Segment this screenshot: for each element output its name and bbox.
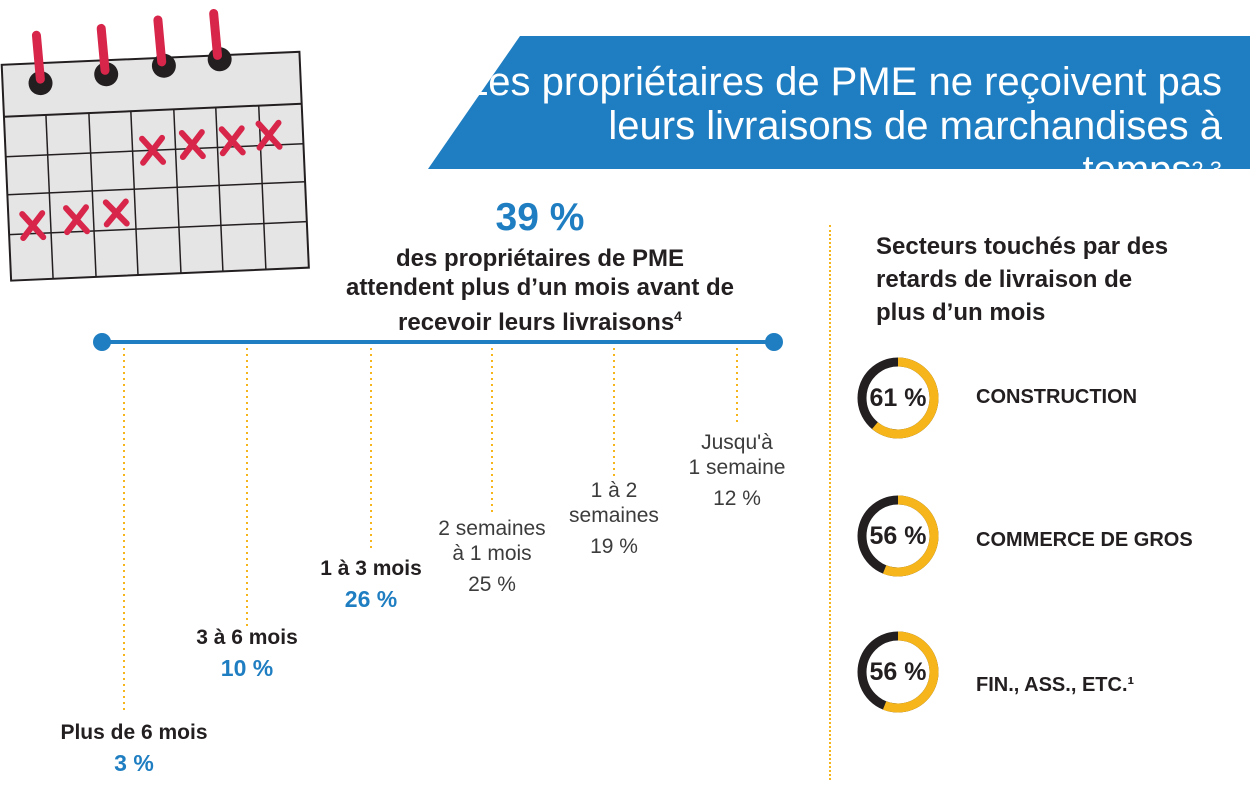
timeline-category-value: 12 % (713, 487, 761, 510)
sector-name: FIN., ASS., ETC.¹ (976, 674, 1135, 696)
headline-desc-line3: recevoir leurs livraisons (398, 309, 675, 336)
sector-ring-graphic (857, 495, 939, 577)
sectors-title-line2: retards de livraison de (876, 266, 1133, 293)
sector-ring: 56 % (855, 493, 941, 579)
timeline-category-value: 25 % (468, 573, 516, 596)
timeline-category: 1 à 3 mois 26 % (271, 556, 471, 612)
sector-ring: 56 % (855, 629, 941, 715)
timeline-category: 2 semaines à 1 mois 25 % (392, 516, 592, 597)
sector-ring-fill (857, 357, 939, 439)
sector-value: 56 % (869, 522, 927, 550)
page-title-line2: leurs livraisons de marchandises à temps (608, 104, 1222, 192)
timeline-start-dot (93, 333, 111, 351)
timeline-category-value: 10 % (220, 655, 274, 681)
timeline-category-value: 19 % (590, 535, 638, 558)
timeline-category-value: 3 % (114, 750, 154, 776)
sector-ring-graphic (857, 357, 939, 439)
timeline-category-label: Plus de 6 mois (60, 721, 208, 744)
page-title-line1: Les propriétaires de PME ne reçoivent pa… (466, 60, 1222, 104)
sector-name: COMMERCE DE GROS (976, 529, 1193, 551)
sector-ring-graphic (857, 631, 939, 713)
headline-description: des propriétaires de PME attendent plus … (250, 244, 830, 337)
header-banner (428, 36, 1250, 169)
section-divider (829, 225, 831, 780)
page-title: Les propriétaires de PME ne reçoivent pa… (462, 60, 1222, 192)
timeline-category-label: 1 à 2 semaines (569, 479, 659, 527)
headline-desc-line1: des propriétaires de PME (395, 245, 685, 272)
sectors-title: Secteurs touchés par des retards de livr… (876, 230, 1226, 329)
timeline-category: 1 à 2 semaines 19 % (514, 478, 714, 559)
headline-desc-line2: attendent plus d’un mois avant de (345, 274, 735, 301)
timeline-category-label: 3 à 6 mois (196, 626, 298, 649)
calendar-icon (0, 9, 310, 282)
timeline-category-label: 1 à 3 mois (320, 557, 422, 580)
timeline-category-label: 2 semaines à 1 mois (438, 517, 546, 565)
sector-name: CONSTRUCTION (976, 386, 1138, 408)
sector-ring: 61 % (855, 355, 941, 441)
timeline-category: 3 à 6 mois 10 % (147, 625, 347, 681)
timeline-chart (93, 333, 783, 710)
timeline-category: Jusqu'à 1 semaine 12 % (637, 430, 837, 511)
sectors-title-line3: plus d’un mois (876, 299, 1046, 326)
sector-ring-fill (857, 631, 939, 713)
sector-value: 56 % (869, 658, 927, 686)
timeline-end-dot (765, 333, 783, 351)
headline-value: 39 % (495, 196, 585, 239)
sectors-title-line1: Secteurs touchés par des (876, 233, 1169, 260)
timeline-category-label: Jusqu'à 1 semaine (688, 431, 786, 479)
sector-value: 61 % (869, 384, 927, 412)
sector-ring-fill (857, 495, 939, 577)
page-title-footnote: 2,3 (1191, 157, 1222, 182)
timeline-category-value: 26 % (344, 586, 398, 612)
timeline-category: Plus de 6 mois 3 % (34, 720, 234, 776)
headline-footnote: 4 (674, 308, 682, 324)
